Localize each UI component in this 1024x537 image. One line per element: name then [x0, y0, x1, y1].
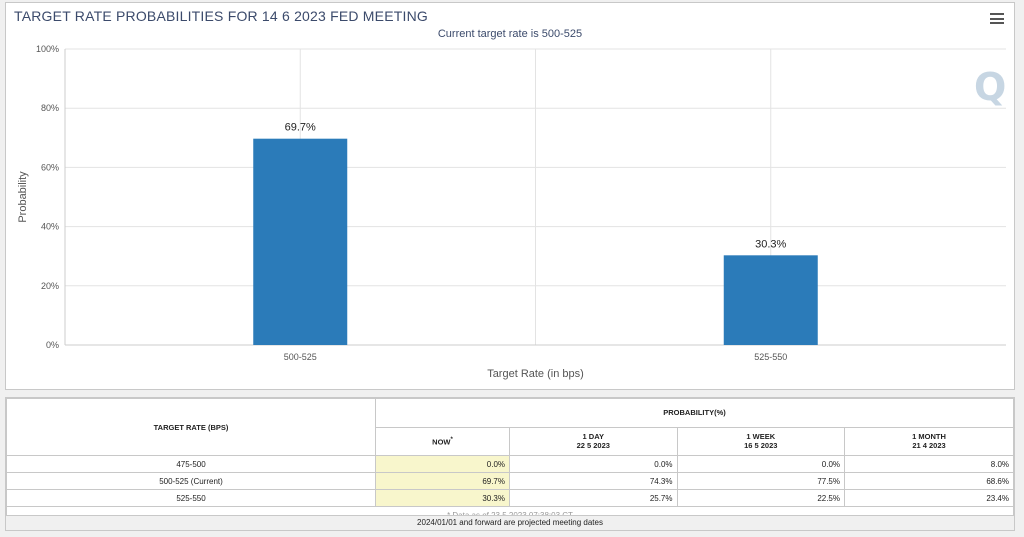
x-axis-ticks: 500-525 525-550 [284, 352, 788, 362]
y-axis-ticks: 0% 20% 40% 60% 80% 100% [36, 44, 59, 350]
bar-chart: 0% 20% 40% 60% 80% 100% 69.7% 30.3% 500-525 525… [17, 44, 1006, 380]
cell-rate: 475-500 [6, 455, 376, 473]
header-probability: PROBABILITY(%) [375, 398, 1014, 428]
cell-now: 0.0% [375, 455, 510, 473]
cell-week: 22.5% [676, 489, 845, 507]
footnote-star: * [450, 437, 453, 443]
table-row: 475-500 0.0% 0.0% 0.0% 8.0% [6, 455, 1014, 473]
y-tick-label: 20% [41, 281, 59, 291]
chart-subtitle: Current target rate is 500-525 [437, 28, 583, 40]
table-row: 500-525 (Current) 69.7% 74.3% 77.5% 68.6% [6, 472, 1014, 490]
hamburger-menu-icon[interactable] [990, 13, 1004, 24]
sub-header-date: 16 5 2023 [744, 441, 778, 451]
sub-header-3: 1 MONTH 21 4 2023 [844, 426, 1014, 456]
grid-lines [64, 48, 1006, 346]
cell-rate: 500-525 (Current) [6, 472, 376, 490]
cell-month: 23.4% [844, 489, 1014, 507]
bars: 69.7% 30.3% [253, 122, 818, 345]
table-row: 525-550 30.3% 25.7% 22.5% 23.4% [6, 489, 1014, 507]
cell-now: 30.3% [375, 489, 510, 507]
y-tick-label: 0% [46, 340, 59, 350]
cell-day: 25.7% [509, 489, 678, 507]
chart-title: TARGET RATE PROBABILITIES FOR 14 6 2023 … [14, 8, 428, 24]
sub-header-0: NOW* [375, 426, 510, 456]
cell-week: 0.0% [676, 455, 845, 473]
cell-rate: 525-550 [6, 489, 376, 507]
sub-header-date: 21 4 2023 [912, 441, 946, 451]
cell-month: 8.0% [844, 455, 1014, 473]
x-tick-label: 500-525 [284, 352, 317, 362]
cell-day: 0.0% [509, 455, 678, 473]
sub-header-label: 1 WEEK [746, 432, 776, 442]
y-tick-label: 100% [36, 44, 59, 54]
cell-month: 68.6% [844, 472, 1014, 490]
cell-day: 74.3% [509, 472, 678, 490]
y-tick-label: 60% [41, 162, 59, 172]
y-axis-title: Probability [17, 171, 29, 223]
watermark-logo-icon: Q [974, 65, 1007, 109]
y-tick-label: 40% [41, 222, 59, 232]
bar-500-525[interactable] [253, 138, 348, 345]
x-axis-title: Target Rate (in bps) [487, 368, 584, 380]
bar-525-550[interactable] [723, 255, 818, 345]
data-label: 30.3% [755, 238, 786, 250]
cell-week: 77.5% [676, 472, 845, 490]
sub-header-1: 1 DAY 22 5 2023 [509, 426, 678, 456]
sub-header-label: 1 MONTH [912, 432, 946, 442]
cell-now: 69.7% [375, 472, 510, 490]
header-target-rate: TARGET RATE (BPS) [6, 398, 376, 456]
sub-header-2: 1 WEEK 16 5 2023 [676, 426, 845, 456]
footer-note: 2024/01/01 and forward are projected mee… [5, 515, 1015, 531]
probability-table: TARGET RATE (BPS) PROBABILITY(%) NOW* 1 D… [5, 397, 1015, 525]
sub-header-row: NOW* 1 DAY 22 5 2023 1 WEEK 16 5 2023 1 MONTH… [7, 426, 1014, 456]
sub-header-date: 22 5 2023 [576, 441, 610, 451]
sub-header-label: 1 DAY [582, 432, 604, 442]
sub-header-label: NOW [432, 437, 451, 447]
chart-panel: TARGET RATE PROBABILITIES FOR 14 6 2023 … [5, 2, 1015, 390]
y-tick-label: 80% [41, 103, 59, 113]
data-label: 69.7% [285, 122, 316, 134]
x-tick-label: 525-550 [754, 352, 787, 362]
